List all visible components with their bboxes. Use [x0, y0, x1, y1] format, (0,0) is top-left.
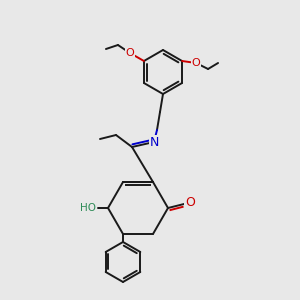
Text: O: O [185, 196, 195, 209]
Text: N: N [149, 136, 159, 148]
Text: HO: HO [80, 203, 96, 213]
Text: O: O [126, 48, 134, 58]
Text: O: O [192, 58, 200, 68]
